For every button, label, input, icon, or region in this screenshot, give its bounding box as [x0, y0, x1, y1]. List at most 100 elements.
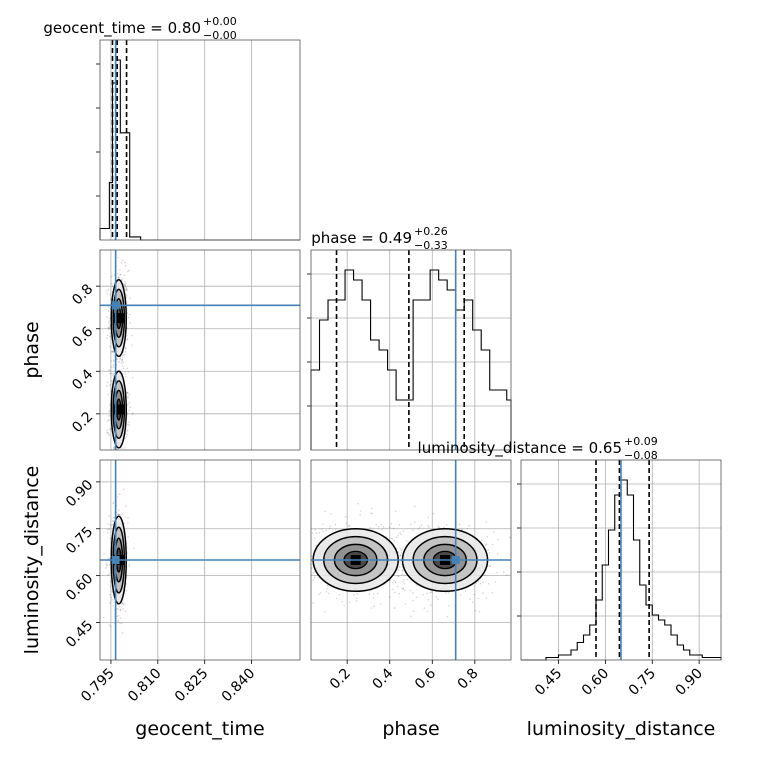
- sample-point: [112, 373, 114, 375]
- sample-point: [112, 374, 114, 376]
- sample-point: [389, 579, 391, 582]
- sample-point: [125, 288, 128, 291]
- sample-point: [106, 385, 108, 387]
- sample-point: [119, 273, 121, 276]
- sample-point: [418, 528, 420, 530]
- sample-point: [121, 447, 123, 450]
- sample-point: [345, 522, 348, 524]
- sample-point: [496, 572, 498, 574]
- sample-point: [491, 543, 494, 546]
- sample-point: [127, 270, 129, 273]
- panel-content: [100, 460, 300, 660]
- sample-point: [119, 609, 122, 611]
- sample-point: [506, 574, 508, 576]
- sample-point: [315, 532, 318, 534]
- sample-point: [401, 573, 404, 575]
- sample-point: [105, 562, 108, 565]
- sample-point: [124, 610, 127, 613]
- sample-point: [121, 513, 123, 515]
- sample-point: [389, 526, 391, 529]
- sample-point: [401, 569, 404, 571]
- x-tick-label: 0.810: [125, 666, 165, 706]
- sample-point: [330, 512, 332, 515]
- sample-point: [485, 543, 488, 546]
- sample-point: [390, 537, 392, 540]
- sample-point: [415, 584, 418, 586]
- sample-point: [120, 362, 123, 365]
- sample-point: [313, 576, 316, 579]
- sample-point: [107, 419, 110, 421]
- y-tick-label: 0.45: [63, 618, 96, 651]
- sample-point: [319, 592, 322, 594]
- sample-point: [108, 428, 111, 431]
- sample-point: [108, 564, 111, 566]
- sample-point: [489, 565, 491, 567]
- sample-point: [412, 592, 414, 594]
- sample-point: [397, 575, 400, 578]
- sample-point: [432, 512, 435, 515]
- sample-point: [414, 505, 416, 508]
- sample-point: [394, 580, 397, 583]
- sample-point: [303, 564, 305, 566]
- sample-point: [117, 256, 119, 259]
- sample-point: [426, 610, 429, 613]
- sample-point: [116, 357, 118, 360]
- sample-point: [360, 510, 362, 512]
- sample-point: [276, 595, 278, 597]
- sample-point: [296, 547, 298, 549]
- sample-point: [485, 597, 487, 599]
- sample-point: [120, 452, 122, 454]
- sample-point: [128, 424, 131, 426]
- panel-title: geocent_time = 0.80: [43, 19, 201, 38]
- sample-point: [379, 603, 382, 605]
- x-axis-label-luminosity_distance: luminosity_distance: [527, 718, 716, 740]
- sample-point: [349, 601, 351, 604]
- sample-point: [502, 571, 505, 573]
- sample-point: [466, 527, 469, 530]
- sample-point: [111, 599, 113, 601]
- sample-point: [107, 288, 110, 291]
- sample-point: [124, 264, 127, 267]
- sample-point: [393, 607, 396, 609]
- sample-point: [110, 366, 112, 368]
- sample-point: [397, 534, 400, 536]
- sample-point: [126, 289, 128, 291]
- sample-point: [122, 472, 124, 474]
- y-axis-label-phase: phase: [21, 321, 43, 378]
- y-tick-label: 0.2: [69, 409, 96, 436]
- sample-point: [125, 293, 127, 296]
- sample-point: [122, 608, 124, 610]
- sample-point: [372, 593, 375, 595]
- sample-point: [108, 409, 111, 412]
- sample-point: [109, 369, 112, 372]
- sample-point: [117, 513, 119, 516]
- sample-point: [381, 529, 384, 531]
- sample-point: [113, 447, 116, 449]
- sample-point: [322, 530, 324, 533]
- sample-point: [119, 493, 121, 496]
- sample-point: [338, 593, 341, 596]
- sample-point: [315, 544, 317, 547]
- sample-point: [121, 632, 124, 634]
- sample-point: [116, 358, 118, 360]
- sample-point: [108, 320, 110, 323]
- sample-point: [401, 570, 404, 572]
- sample-point: [468, 524, 470, 527]
- sample-point: [125, 287, 128, 290]
- panel-title: phase = 0.49: [311, 229, 412, 247]
- sample-point: [117, 608, 120, 610]
- title-plus: +0.09: [624, 435, 658, 448]
- sample-point: [518, 548, 520, 550]
- sample-point: [111, 351, 114, 353]
- sample-point: [335, 528, 337, 531]
- sample-point: [482, 581, 485, 583]
- sample-point: [306, 557, 308, 559]
- sample-point: [125, 287, 128, 289]
- sample-point: [106, 429, 108, 432]
- sample-point: [392, 527, 395, 530]
- sample-point: [123, 455, 125, 457]
- sample-point: [119, 357, 121, 360]
- sample-point: [108, 624, 110, 626]
- sample-point: [106, 316, 108, 318]
- sample-point: [106, 381, 109, 384]
